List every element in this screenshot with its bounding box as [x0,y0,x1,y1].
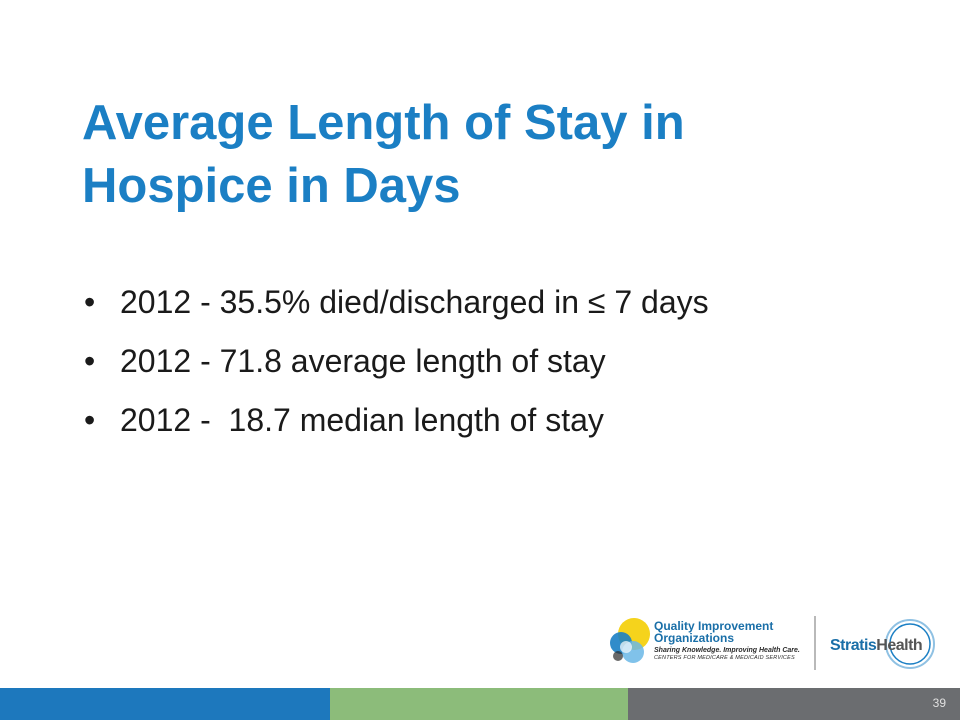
slide-title: Average Length of Stay in Hospice in Day… [82,92,902,218]
bullet-list: • 2012 - 35.5% died/discharged in ≤ 7 da… [84,283,844,460]
bullet-item: • 2012 - 71.8 average length of stay [84,342,844,381]
stratis-wordmark: StratisHealth [830,637,923,655]
bullet-item: • 2012 - 18.7 median length of stay [84,401,844,440]
stratis-word-part2: Health [876,637,923,654]
footer-segment-gray: 39 [628,688,960,720]
qio-subline: CENTERS FOR MEDICARE & MEDICAID SERVICES [654,655,795,661]
qio-logo-text: Quality Improvement Organizations Sharin… [654,620,824,662]
bullet-text: 2012 - 71.8 average length of stay [120,343,606,379]
qio-circles-icon [610,618,650,663]
qio-name-line: Quality Improvement [654,619,774,633]
bullet-item: • 2012 - 35.5% died/discharged in ≤ 7 da… [84,283,844,322]
slide-title-line: Average Length of Stay in [82,96,685,150]
bullet-dot: • [84,343,96,379]
logo-divider [814,616,816,670]
stratis-ring-icon [885,619,935,669]
qio-tagline: Sharing Knowledge. Improving Health Care… [654,647,800,654]
footer-segment-blue [0,688,330,720]
footer-bar: 39 [0,688,960,720]
bullet-dot: • [84,284,96,320]
stratis-health-logo: StratisHealth [822,618,936,670]
bullet-text: 2012 - 18.7 median length of stay [120,402,604,438]
partner-logos: Quality Improvement Organizations Sharin… [606,612,936,674]
bullet-text: 2012 - 35.5% died/discharged in ≤ 7 days [120,284,709,320]
stratis-word-part1: Stratis [830,637,877,654]
qio-name-line: Organizations [654,631,735,645]
slide-title-line: Hospice in Days [82,159,461,213]
page-number: 39 [932,696,946,710]
bullet-dot: • [84,402,96,438]
footer-segment-green [330,688,628,720]
